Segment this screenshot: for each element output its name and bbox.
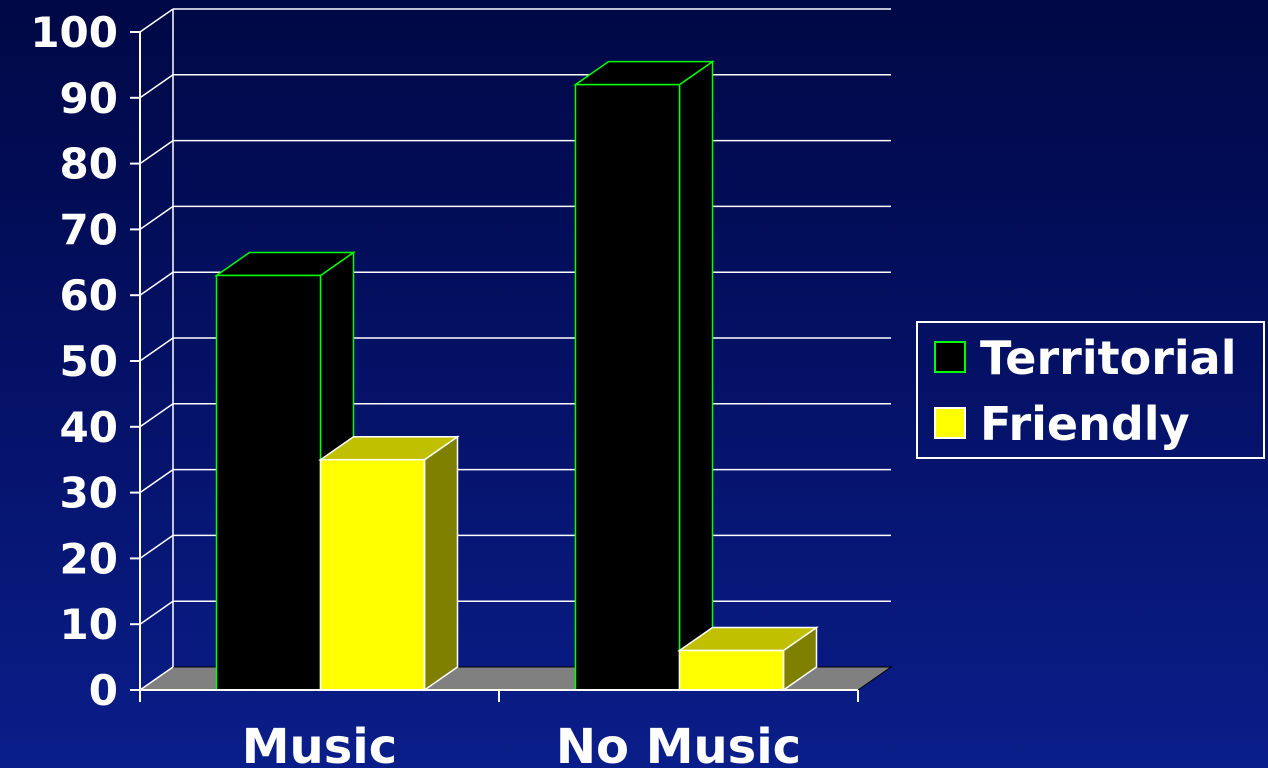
y-tick-label: 30: [60, 469, 118, 518]
side-wall-line: [139, 205, 174, 231]
bar-front: [574, 83, 681, 691]
y-tick-label: 50: [60, 337, 118, 386]
legend: Territorial Friendly: [916, 321, 1265, 459]
side-wall-line: [139, 403, 174, 428]
y-tick-label: 90: [60, 74, 118, 123]
y-tick-label: 100: [30, 8, 118, 57]
bar-side: [678, 60, 714, 692]
bars: [214, 60, 819, 692]
y-tick-label: 0: [89, 666, 118, 715]
side-wall-line: [139, 271, 174, 296]
side-wall-line: [139, 600, 174, 625]
side-wall-line: [139, 534, 174, 560]
side-wall-line: [139, 74, 174, 99]
y-tick-label: 60: [60, 271, 118, 320]
legend-swatch-territorial: [934, 341, 966, 373]
bar-territorial-no-music: [573, 60, 715, 692]
legend-label-territorial: Territorial: [980, 331, 1236, 385]
bar-front: [215, 274, 322, 691]
y-tick-label: 10: [60, 600, 118, 649]
bar-front: [319, 458, 426, 691]
x-category-label: No Music: [556, 719, 801, 768]
bar-friendly-no-music: [677, 626, 819, 692]
bar-friendly-music: [318, 435, 460, 692]
y-tick-label: 20: [60, 534, 118, 583]
axes: 0 10 20 30 40 50 60 70 80 90 100 Music No Music: [30, 8, 859, 768]
side-wall-line: [139, 666, 174, 691]
y-tick-label: 40: [60, 403, 118, 452]
x-category-label: Music: [242, 719, 397, 768]
legend-label-friendly: Friendly: [980, 397, 1190, 451]
bar-front: [678, 649, 785, 691]
side-wall-line: [139, 468, 174, 494]
legend-box: [916, 321, 1265, 459]
y-tick-label: 70: [60, 205, 118, 254]
bar-side: [423, 435, 459, 692]
side-wall-line: [139, 8, 174, 33]
side-wall-line: [139, 337, 174, 362]
y-tick-label: 80: [60, 140, 118, 189]
legend-swatch-friendly: [934, 407, 966, 439]
side-wall-line: [139, 139, 174, 165]
